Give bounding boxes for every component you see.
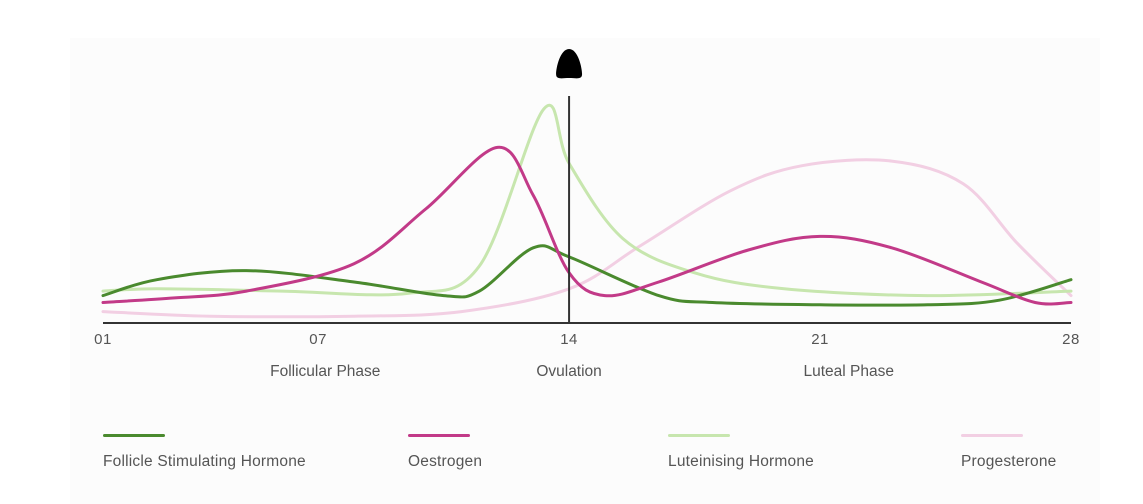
x-tick-label: 01 bbox=[94, 331, 112, 348]
legend-item-fsh: Follicle Stimulating Hormone bbox=[103, 434, 306, 471]
legend-swatch-fsh bbox=[103, 434, 165, 437]
phase-label: Follicular Phase bbox=[270, 363, 381, 380]
series-line-lh bbox=[101, 103, 1073, 298]
legend-swatch-lh bbox=[668, 434, 730, 437]
series-layer bbox=[101, 103, 1073, 319]
legend-label-oestrogen: Oestrogen bbox=[408, 453, 483, 470]
series-line-progesterone bbox=[101, 158, 1073, 319]
ovulation-marker bbox=[556, 49, 583, 323]
legend-label-progesterone: Progesterone bbox=[961, 453, 1057, 470]
series-line-oestrogen bbox=[101, 145, 1073, 306]
legend-item-progesterone: Progesterone bbox=[961, 434, 1056, 471]
legend-item-lh: Luteinising Hormone bbox=[668, 434, 814, 471]
x-tick-label: 21 bbox=[811, 331, 829, 348]
x-tick-label: 14 bbox=[560, 331, 578, 348]
phase-label: Ovulation bbox=[536, 363, 602, 380]
egg-icon bbox=[556, 49, 583, 79]
x-tick-label: 28 bbox=[1062, 331, 1080, 348]
x-tick-label: 07 bbox=[309, 331, 327, 348]
legend-item-oestrogen: Oestrogen bbox=[408, 434, 482, 471]
legend-label-fsh: Follicle Stimulating Hormone bbox=[103, 453, 306, 470]
legend-swatch-oestrogen bbox=[408, 434, 470, 437]
legend-swatch-progesterone bbox=[961, 434, 1023, 437]
phase-label: Luteal Phase bbox=[803, 363, 894, 380]
series-line-fsh bbox=[101, 244, 1073, 307]
legend-label-lh: Luteinising Hormone bbox=[668, 453, 814, 470]
